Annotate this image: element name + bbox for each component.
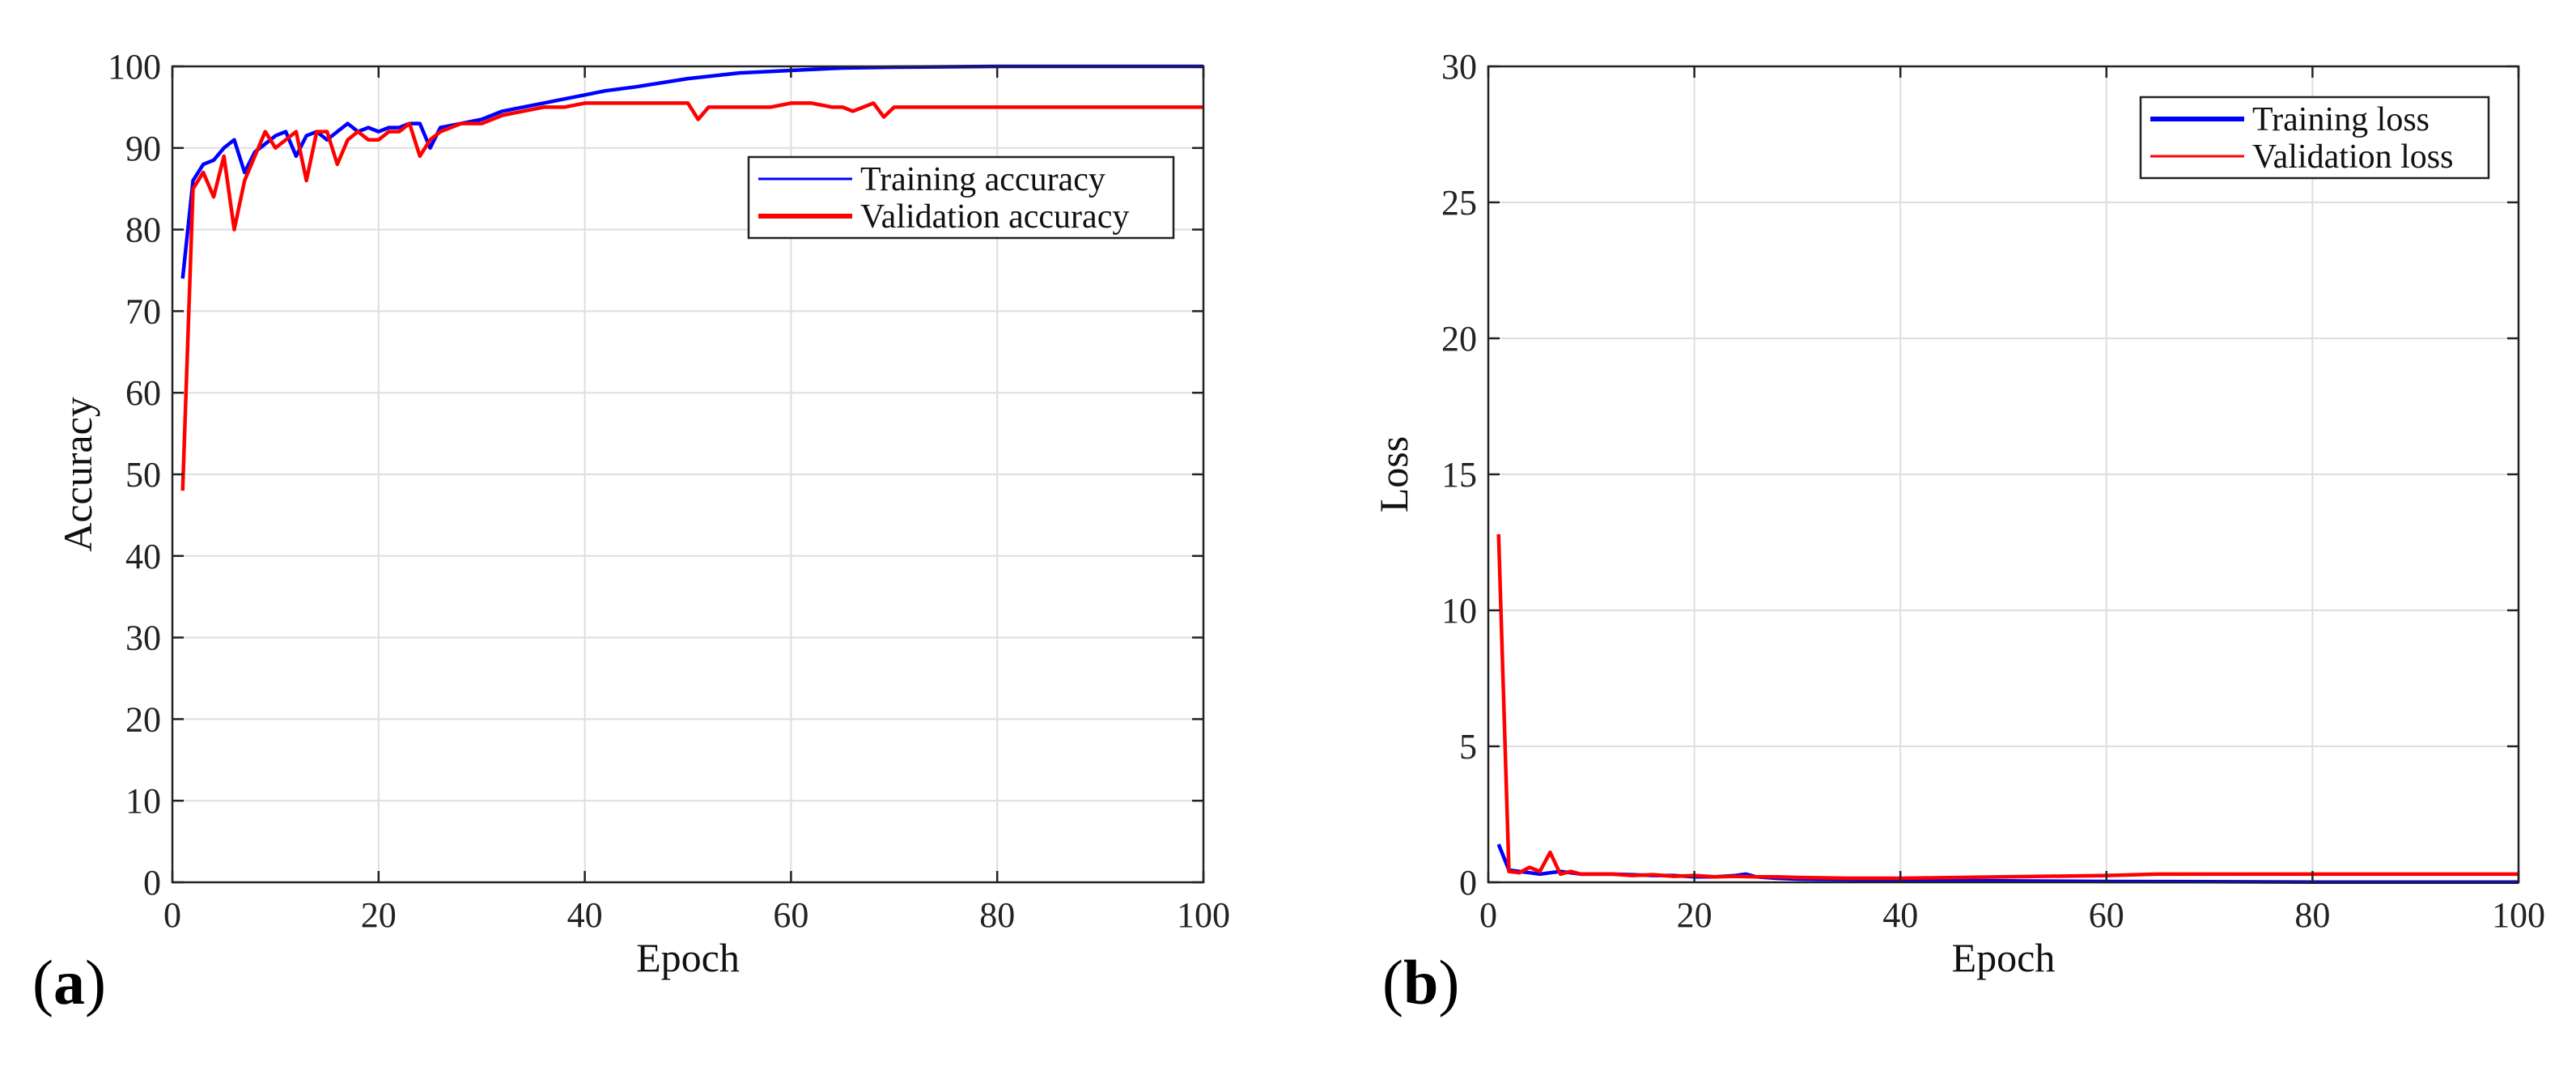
y-tick-label: 0	[1459, 863, 1477, 903]
x-axis-label: Epoch	[1952, 935, 2056, 980]
y-tick-label: 90	[125, 129, 161, 168]
legend-box	[2139, 96, 2490, 180]
panel-label-a: (a)	[32, 947, 106, 1017]
y-tick-label: 10	[125, 781, 161, 821]
y-tick-label: 30	[1441, 47, 1477, 87]
x-tick-label: 100	[2492, 895, 2545, 935]
series-line-2	[180, 101, 1203, 491]
y-tick-label: 80	[125, 210, 161, 250]
y-tick-label: 5	[1459, 727, 1477, 767]
x-tick-label: 100	[1177, 895, 1230, 935]
y-tick-label: 40	[125, 537, 161, 576]
x-tick-label: 60	[2089, 895, 2124, 935]
x-tick-label: 0	[1479, 895, 1497, 935]
x-tick-label: 60	[773, 895, 808, 935]
legend-box	[747, 155, 1175, 240]
legend-entry-1: Training loss	[2252, 101, 2430, 138]
y-axis-label: Loss	[1371, 436, 1416, 512]
y-tick-label: 60	[125, 373, 161, 413]
y-tick-label: 10	[1441, 591, 1477, 631]
y-tick-label: 15	[1441, 455, 1477, 495]
y-tick-label: 20	[1441, 319, 1477, 359]
y-tick-label: 30	[125, 618, 161, 658]
x-tick-label: 20	[361, 895, 397, 935]
y-tick-label: 50	[125, 455, 161, 495]
chart-panel-b: 0 20 40 60 80 100 0 5 10 15 20 25 30 Epoch Loss Trainin…	[1371, 47, 2545, 980]
legend-entry-2: Validation loss	[2252, 138, 2454, 176]
y-axis-label: Accuracy	[55, 397, 100, 552]
y-tick-label: 100	[108, 47, 161, 87]
x-tick-label: 80	[2294, 895, 2330, 935]
y-tick-label: 25	[1441, 183, 1477, 223]
x-tick-label: 80	[979, 895, 1015, 935]
legend-entry-2: Validation accuracy	[860, 198, 1129, 236]
legend-entry-1: Training accuracy	[860, 161, 1106, 198]
y-tick-label: 20	[125, 699, 161, 739]
x-tick-label: 40	[1882, 895, 1918, 935]
chart-panel-a: 0 20 40 60 80 100 0 10 20 30 40 50 60 70 80 90 100 Epoch A…	[55, 47, 1230, 980]
x-tick-label: 40	[567, 895, 603, 935]
x-tick-label: 0	[163, 895, 181, 935]
x-tick-label: 20	[1677, 895, 1712, 935]
panel-label-b: (b)	[1382, 947, 1459, 1017]
y-tick-label: 0	[143, 863, 161, 903]
y-tick-label: 70	[125, 291, 161, 331]
x-axis-label: Epoch	[636, 935, 740, 980]
